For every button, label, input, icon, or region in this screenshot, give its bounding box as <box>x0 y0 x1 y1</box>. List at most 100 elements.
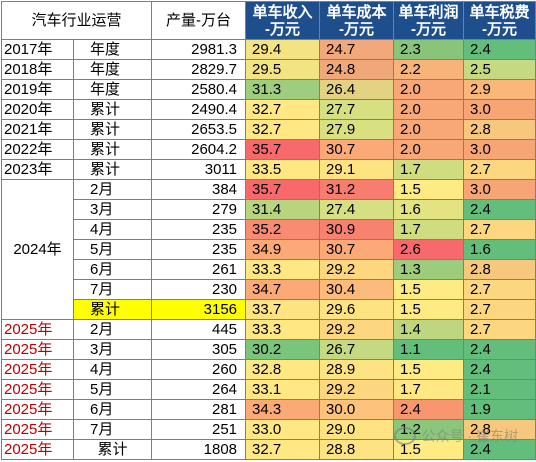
table-row: 4月 235 35.2 30.9 1.7 2.7 <box>2 219 536 240</box>
production-cell: 2981.3 <box>151 39 247 60</box>
year-cell: 2025年 <box>1 439 74 460</box>
cost-cell: 24.7 <box>319 39 395 60</box>
income-cell: 35.7 <box>245 179 321 200</box>
table-row: 2025年 累计 1808 32.7 28.8 1.5 2.4 <box>1 439 536 460</box>
cost-cell: 27.9 <box>319 119 395 140</box>
income-cell: 32.7 <box>245 99 321 120</box>
profit-cell: 2.3 <box>393 39 465 60</box>
profit-cell: 1.5 <box>393 359 465 380</box>
production-cell: 260 <box>151 359 247 380</box>
profit-cell: 1.2 <box>393 419 465 440</box>
income-cell: 33.3 <box>245 319 321 340</box>
period-cell: 7月 <box>72 419 153 440</box>
profit-cell: 1.6 <box>393 199 465 220</box>
tax-cell: 3.0 <box>463 99 536 120</box>
production-cell: 279 <box>151 199 247 220</box>
tax-cell: 2.4 <box>463 439 536 460</box>
production-cell: 230 <box>151 279 247 300</box>
table-row: 2025年 2月 445 33.3 29.2 1.4 2.7 <box>1 319 536 340</box>
production-cell: 305 <box>151 339 247 360</box>
cost-cell: 29.2 <box>319 259 395 280</box>
cost-cell: 29.2 <box>319 319 395 340</box>
production-cell: 235 <box>151 219 247 240</box>
tax-cell: 2.8 <box>463 419 536 440</box>
tax-cell: 2.7 <box>463 219 536 240</box>
income-cell: 34.9 <box>245 239 321 260</box>
production-cell: 3011 <box>151 159 247 180</box>
year-cell: 2018年 <box>1 59 74 80</box>
header-row: 汽车行业运营 产量-万台 单车收入 -万元 单车成本 -万元 单车利润 -万元 … <box>0 1 536 40</box>
income-cell: 33.5 <box>245 159 321 180</box>
profit-cell: 2.0 <box>393 119 465 140</box>
period-cell: 累计 <box>72 139 153 160</box>
period-cell: 2月 <box>72 179 153 200</box>
header-cost: 单车成本 -万元 <box>319 1 395 40</box>
tax-cell: 2.5 <box>463 59 536 80</box>
period-cell: 累计 <box>72 159 153 180</box>
table-row: 2025年 6月 281 34.3 30.0 2.4 1.9 <box>1 399 536 420</box>
header-tax: 单车税费 -万元 <box>463 1 536 40</box>
table-row: 2020年 累计 2490.4 32.7 27.7 2.0 3.0 <box>1 99 536 120</box>
table-row: 2021年 累计 2653.5 32.7 27.9 2.0 2.8 <box>1 119 536 140</box>
production-cell: 2490.4 <box>151 99 247 120</box>
table-row: 2019年 年度 2580.4 31.3 26.4 2.0 2.9 <box>1 79 536 100</box>
production-cell: 2580.4 <box>151 79 247 100</box>
production-cell: 264 <box>151 379 247 400</box>
table-row: 2025年 7月 251 33.0 29.0 1.2 2.8 <box>1 419 536 440</box>
year-cell: 2020年 <box>1 99 74 120</box>
cost-cell: 30.0 <box>319 399 395 420</box>
profit-cell: 1.7 <box>393 219 465 240</box>
tax-cell: 2.1 <box>463 379 536 400</box>
tax-cell: 1.9 <box>463 399 536 420</box>
period-cell: 累计 <box>72 99 153 120</box>
cost-cell: 29.2 <box>319 379 395 400</box>
profit-cell: 2.2 <box>393 59 465 80</box>
profit-cell: 1.3 <box>393 259 465 280</box>
tax-cell: 2.7 <box>463 319 536 340</box>
year-cell: 2021年 <box>1 119 74 140</box>
cost-cell: 30.7 <box>319 239 395 260</box>
period-cell: 累计 <box>72 119 153 140</box>
income-cell: 33.0 <box>245 419 321 440</box>
tax-cell: 3.0 <box>463 139 536 160</box>
production-cell: 261 <box>151 259 247 280</box>
production-cell: 2604.2 <box>151 139 247 160</box>
period-cell: 5月 <box>72 379 153 400</box>
production-cell: 235 <box>151 239 247 260</box>
profit-cell: 2.0 <box>393 79 465 100</box>
cost-cell: 26.4 <box>319 79 395 100</box>
table-row: 2025年 4月 260 32.8 28.9 1.5 2.4 <box>1 359 536 380</box>
production-cell: 2829.7 <box>151 59 247 80</box>
income-cell: 32.7 <box>245 119 321 140</box>
profit-cell: 1.5 <box>393 299 465 320</box>
tax-cell: 2.4 <box>463 39 536 60</box>
tax-cell: 2.8 <box>463 119 536 140</box>
cost-cell: 30.9 <box>319 219 395 240</box>
table-row: 2018年 年度 2829.7 29.5 24.8 2.2 2.5 <box>1 59 536 80</box>
tax-cell: 2.9 <box>463 79 536 100</box>
year-cell: 2023年 <box>1 159 74 180</box>
year-cell: 2025年 <box>1 359 74 380</box>
cost-cell: 30.4 <box>319 279 395 300</box>
table-row: 2022年 累计 2604.2 35.7 30.7 2.0 3.0 <box>1 139 536 160</box>
period-cell: 4月 <box>72 359 153 380</box>
production-cell: 281 <box>151 399 247 420</box>
production-cell: 384 <box>151 179 247 200</box>
period-cell: 年度 <box>72 79 153 100</box>
profit-cell: 1.4 <box>393 319 465 340</box>
income-cell: 29.5 <box>245 59 321 80</box>
tax-cell: 2.8 <box>463 259 536 280</box>
income-cell: 35.2 <box>245 219 321 240</box>
income-cell: 35.7 <box>245 139 321 160</box>
profit-cell: 2.0 <box>393 99 465 120</box>
period-cell: 5月 <box>72 239 153 260</box>
income-cell: 30.2 <box>245 339 321 360</box>
income-cell: 33.3 <box>245 259 321 280</box>
period-cell: 4月 <box>72 219 153 240</box>
year-cell: 2025年 <box>1 419 74 440</box>
year-cell: 2019年 <box>1 79 74 100</box>
tax-cell: 2.7 <box>463 299 536 320</box>
